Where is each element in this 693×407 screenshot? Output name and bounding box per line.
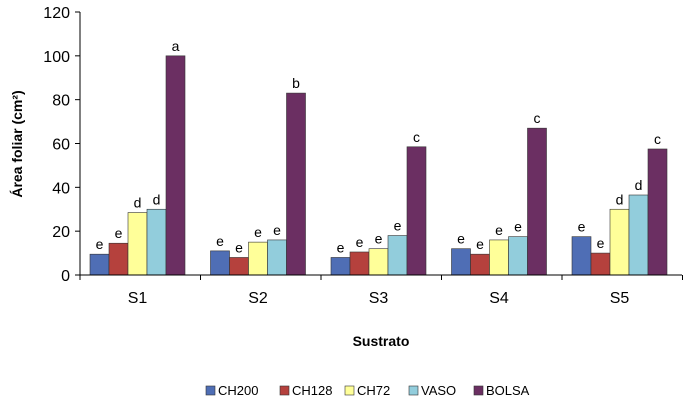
significance-label: d [635, 177, 643, 193]
significance-label: c [413, 129, 420, 145]
significance-label: c [654, 131, 661, 147]
x-axis-ticks: S1 S2 S3 S4 S5 [79, 275, 683, 307]
significance-label: d [616, 191, 624, 207]
bar-bolsa-s5 [647, 148, 668, 276]
bar-ch200-s3 [330, 257, 351, 276]
bar-vaso-s5 [628, 194, 649, 276]
significance-label: e [514, 219, 522, 235]
bar-bolsa-s1 [165, 55, 186, 276]
y-axis-ticks: 0 20 40 60 80 100 120 [43, 5, 80, 285]
y-tick-label: 60 [52, 137, 70, 154]
y-tick-label: 100 [43, 49, 70, 66]
bar-ch200-s1 [89, 253, 110, 276]
bar-ch72-s5 [609, 208, 630, 276]
significance-label: e [457, 231, 465, 247]
significance-label: e [495, 222, 503, 238]
significance-label: e [394, 218, 402, 234]
y-tick-label: 0 [61, 268, 70, 285]
significance-label: e [597, 235, 605, 251]
legend-swatch-ch72 [344, 385, 355, 396]
bar-vaso-s4 [508, 236, 528, 276]
y-tick-label: 120 [43, 5, 70, 22]
legend-label-bolsa: BOLSA [486, 383, 530, 398]
significance-label: e [337, 239, 345, 255]
bar-ch200-s2 [210, 250, 230, 276]
y-tick-label: 40 [52, 180, 70, 197]
significance-label: b [292, 75, 300, 91]
bar-ch128-s5 [590, 252, 611, 276]
bar-ch200-s5 [571, 236, 592, 276]
significance-label: d [153, 191, 161, 207]
bar-ch128-s1 [108, 242, 129, 276]
significance-label: c [534, 110, 541, 126]
bar-ch72-s2 [248, 241, 268, 276]
significance-label: e [578, 219, 586, 235]
bar-ch128-s3 [349, 251, 370, 276]
significance-label: e [96, 236, 104, 252]
significance-label: e [235, 239, 243, 255]
x-tick-label: S1 [128, 290, 148, 307]
legend-swatch-ch128 [279, 385, 290, 396]
bar-ch200-s4 [451, 248, 471, 276]
y-tick-label: 80 [52, 93, 70, 110]
y-tick-label: 20 [52, 224, 70, 241]
y-axis-title: Área foliar (cm²) [9, 90, 25, 197]
bar-ch72-s4 [489, 239, 509, 276]
bar-vaso-s2 [267, 239, 287, 276]
significance-label: e [254, 224, 262, 240]
legend-label-ch72: CH72 [357, 383, 390, 398]
significance-label: e [115, 225, 123, 241]
x-tick-label: S2 [248, 290, 268, 307]
legend-label-vaso: VASO [421, 383, 456, 398]
x-tick-label: S3 [369, 290, 389, 307]
bar-vaso-s1 [146, 208, 167, 276]
legend-label-ch128: CH128 [292, 383, 332, 398]
x-tick-label: S4 [489, 290, 509, 307]
significance-label: e [273, 222, 281, 238]
bar-groups [89, 55, 668, 276]
significance-label: a [172, 38, 180, 54]
x-axis-title: Sustrato [353, 333, 410, 349]
bar-bolsa-s2 [286, 92, 306, 276]
significance-label: d [134, 195, 142, 211]
x-tick-label: S5 [610, 290, 630, 307]
bar-ch128-s4 [470, 253, 490, 276]
legend-swatch-ch200 [205, 385, 216, 396]
significance-label: e [476, 236, 484, 252]
significance-label: e [216, 233, 224, 249]
legend: CH200 CH128 CH72 VASO BOLSA [205, 383, 530, 398]
bar-ch72-s3 [368, 248, 389, 276]
significance-label: e [375, 231, 383, 247]
bar-bolsa-s3 [406, 146, 427, 276]
legend-swatch-vaso [408, 385, 419, 396]
significance-label: e [356, 234, 364, 250]
legend-label-ch200: CH200 [218, 383, 258, 398]
bar-ch128-s2 [229, 257, 249, 276]
legend-swatch-bolsa [473, 385, 484, 396]
bar-ch72-s1 [127, 212, 148, 276]
bar-bolsa-s4 [527, 127, 547, 276]
bar-vaso-s3 [387, 235, 408, 276]
